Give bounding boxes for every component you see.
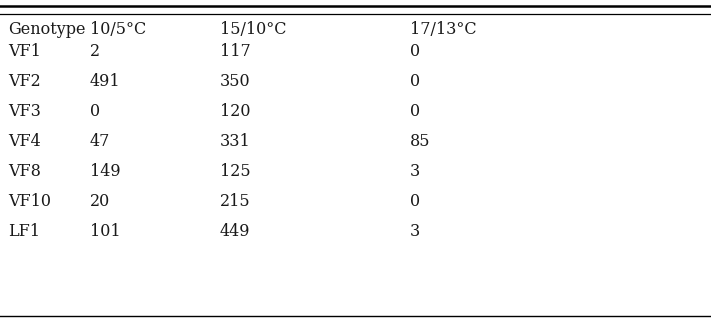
Text: 331: 331 — [220, 133, 251, 151]
Text: 3: 3 — [410, 224, 420, 240]
Text: VF10: VF10 — [8, 193, 51, 211]
Text: Genotype: Genotype — [8, 20, 85, 38]
Text: VF2: VF2 — [8, 74, 41, 90]
Text: 0: 0 — [410, 103, 420, 121]
Text: 20: 20 — [90, 193, 110, 211]
Text: VF3: VF3 — [8, 103, 41, 121]
Text: 215: 215 — [220, 193, 250, 211]
Text: 0: 0 — [410, 193, 420, 211]
Text: 47: 47 — [90, 133, 110, 151]
Text: 491: 491 — [90, 74, 121, 90]
Text: 3: 3 — [410, 164, 420, 180]
Text: 0: 0 — [410, 74, 420, 90]
Text: 0: 0 — [90, 103, 100, 121]
Text: 85: 85 — [410, 133, 430, 151]
Text: LF1: LF1 — [8, 224, 40, 240]
Text: 15/10°C: 15/10°C — [220, 20, 287, 38]
Text: VF4: VF4 — [8, 133, 41, 151]
Text: VF1: VF1 — [8, 43, 41, 61]
Text: VF8: VF8 — [8, 164, 41, 180]
Text: 101: 101 — [90, 224, 121, 240]
Text: 17/13°C: 17/13°C — [410, 20, 476, 38]
Text: 10/5°C: 10/5°C — [90, 20, 146, 38]
Text: 117: 117 — [220, 43, 251, 61]
Text: 0: 0 — [410, 43, 420, 61]
Text: 120: 120 — [220, 103, 250, 121]
Text: 125: 125 — [220, 164, 250, 180]
Text: 350: 350 — [220, 74, 250, 90]
Text: 449: 449 — [220, 224, 250, 240]
Text: 149: 149 — [90, 164, 121, 180]
Text: 2: 2 — [90, 43, 100, 61]
